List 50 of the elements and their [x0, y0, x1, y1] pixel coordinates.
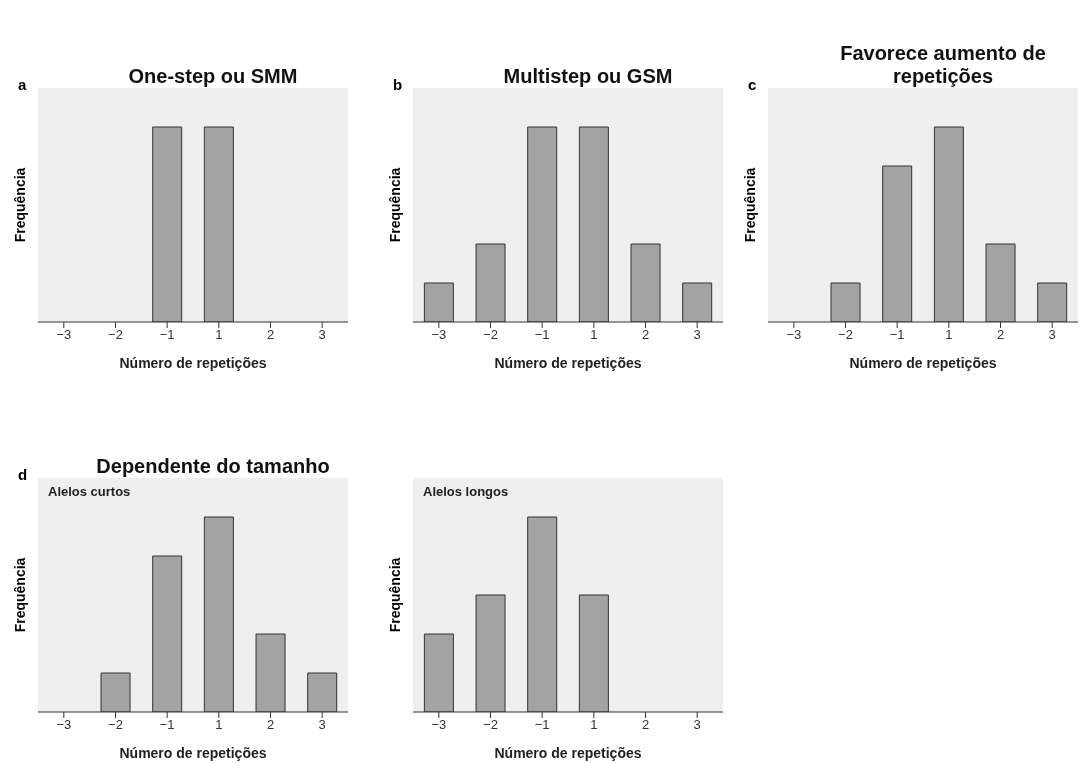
x-tick-label: 1 — [590, 327, 598, 343]
x-tick-label: 2 — [641, 327, 650, 343]
x-axis-title: Número de repetições — [494, 745, 642, 761]
x-axis-title: Número de repetições — [119, 745, 267, 761]
x-axis-title: Número de repetições — [849, 355, 997, 371]
x-tick-label: −1 — [159, 327, 175, 343]
x-tick-label: −1 — [889, 327, 905, 343]
text: d — [18, 466, 28, 483]
x-tick-label: 2 — [266, 717, 275, 733]
y-axis-title: Frequência — [387, 557, 404, 633]
x-tick-label: 3 — [693, 717, 701, 733]
x-tick-label: 1 — [215, 327, 223, 343]
x-tick-label: −3 — [431, 327, 447, 343]
x-tick-label: 3 — [318, 327, 326, 343]
y-axis-title: Frequência — [742, 167, 759, 243]
x-tick-label: 1 — [945, 327, 953, 343]
text: a — [18, 76, 27, 93]
x-tick-label: −3 — [786, 327, 802, 343]
x-tick-label: −1 — [534, 327, 550, 343]
chart-title: Multistep ou GSM — [502, 65, 674, 88]
x-axis-title: Número de repetições — [494, 355, 642, 371]
chart-title: One-step ou SMM — [127, 65, 299, 88]
x-tick-label: 2 — [996, 327, 1005, 343]
x-tick-label: −1 — [534, 717, 550, 733]
x-tick-label: −3 — [56, 327, 72, 343]
x-tick-label: 2 — [641, 717, 650, 733]
x-tick-label: 1 — [590, 717, 598, 733]
x-tick-label: −1 — [159, 717, 175, 733]
x-tick-label: −2 — [483, 327, 498, 343]
y-axis-title: Frequência — [12, 167, 29, 243]
x-tick-label: −2 — [108, 717, 123, 733]
x-tick-label: 2 — [266, 327, 275, 343]
x-tick-label: −2 — [108, 327, 123, 343]
x-tick-label: 3 — [1048, 327, 1056, 343]
text: b — [393, 76, 403, 93]
chart-title: Dependente do tamanho — [95, 455, 331, 478]
x-tick-label: −3 — [56, 717, 72, 733]
x-tick-label: −2 — [838, 327, 853, 343]
y-axis-title: Frequência — [387, 167, 404, 243]
x-tick-label: 1 — [215, 717, 223, 733]
x-axis-title: Número de repetições — [119, 355, 267, 371]
y-axis-title: Frequência — [12, 557, 29, 633]
x-tick-label: 3 — [693, 327, 701, 343]
chart-subtitle: Alelos longos — [423, 484, 509, 499]
chart-subtitle: Alelos curtos — [48, 484, 131, 499]
x-tick-label: 3 — [318, 717, 326, 733]
text: c — [748, 76, 757, 93]
chart-title: Favorece aumento de repetições — [839, 42, 1047, 88]
x-tick-label: −2 — [483, 717, 498, 733]
x-tick-label: −3 — [431, 717, 447, 733]
